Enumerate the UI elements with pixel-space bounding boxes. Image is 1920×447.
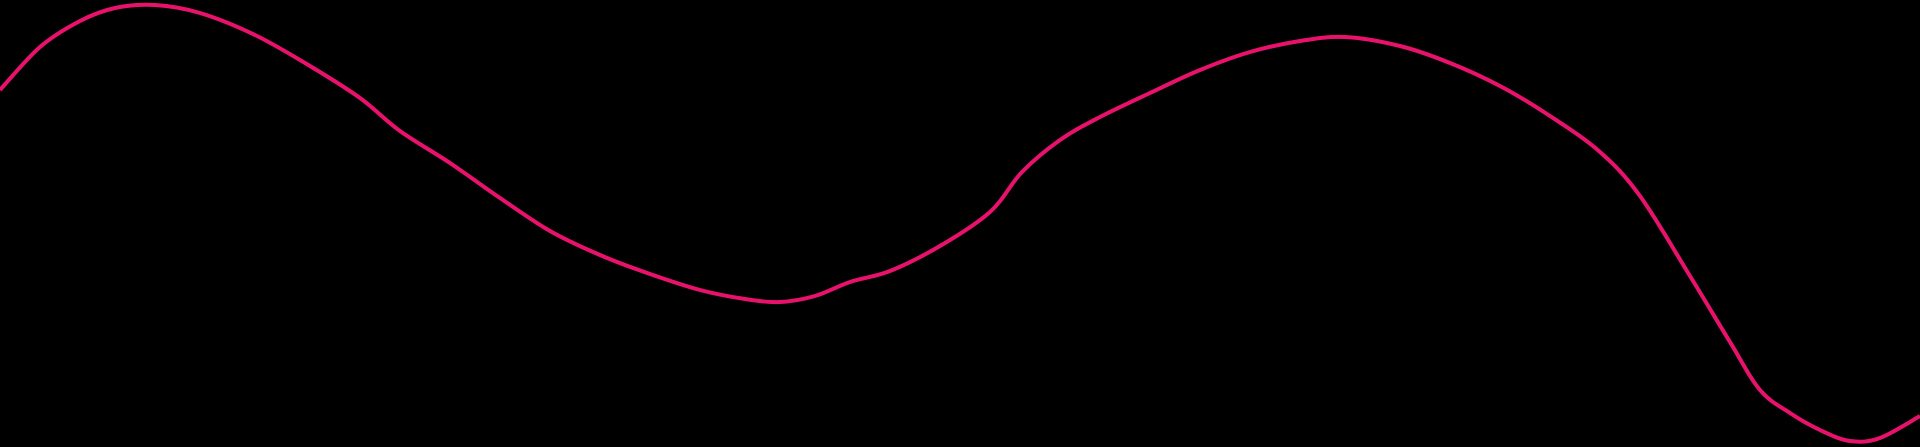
wave-chart-svg [0,2,1920,444]
wave-line [0,2,1920,444]
chart-canvas [0,2,1920,444]
